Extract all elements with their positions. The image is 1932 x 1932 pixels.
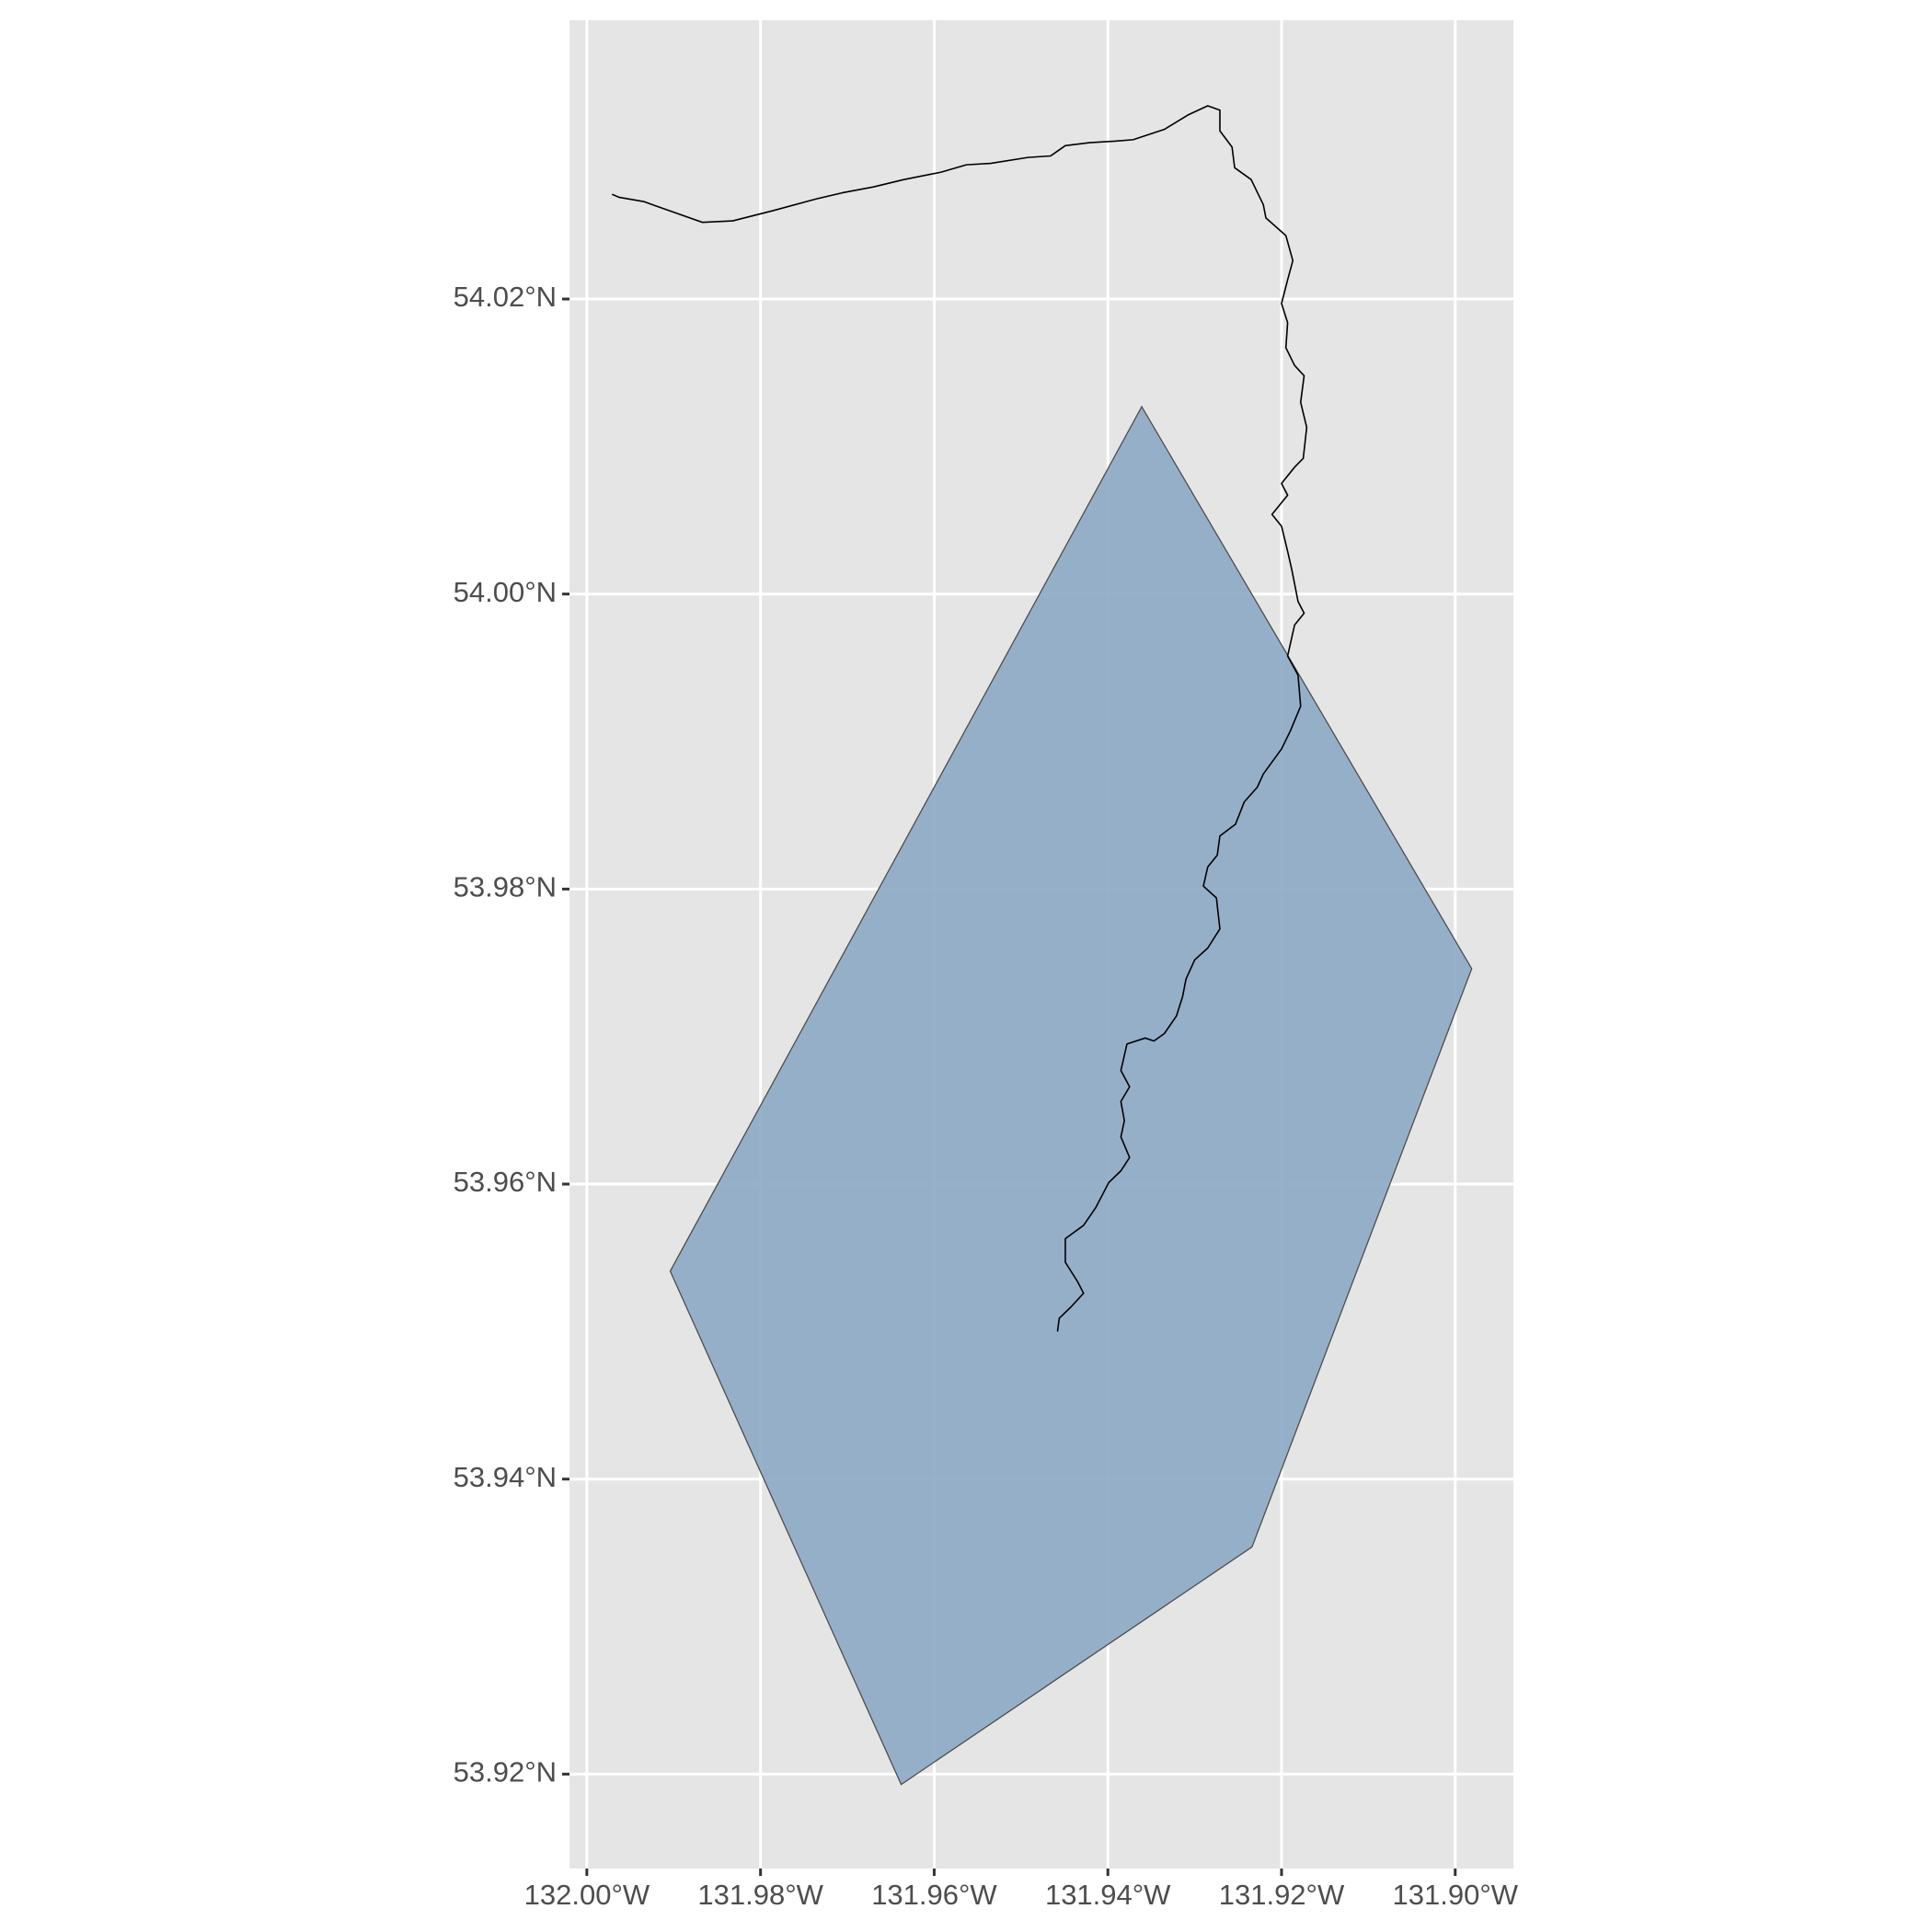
x-tick-label: 131.92°W xyxy=(1219,1879,1345,1911)
axes: 132.00°W 131.98°W 131.96°W 131.94°W 131.92°W… xyxy=(454,281,1519,1911)
y-tick-label: 53.92°N xyxy=(454,1756,557,1788)
y-tick-label: 53.98°N xyxy=(454,871,557,903)
x-tick-label: 131.96°W xyxy=(871,1879,997,1911)
x-tick-label: 131.94°W xyxy=(1045,1879,1171,1911)
polygon xyxy=(669,405,1473,1786)
river-line xyxy=(611,105,1308,1332)
x-tick-label: 131.98°W xyxy=(697,1879,823,1911)
y-tick-label: 54.02°N xyxy=(454,281,557,313)
y-tick-label: 53.96°N xyxy=(454,1166,557,1198)
x-tick-label: 132.00°W xyxy=(524,1879,650,1911)
y-tick-label: 54.00°N xyxy=(454,576,557,608)
x-tick-label: 131.90°W xyxy=(1393,1879,1519,1911)
y-tick-label: 53.94°N xyxy=(454,1461,557,1493)
marks xyxy=(611,105,1473,1786)
